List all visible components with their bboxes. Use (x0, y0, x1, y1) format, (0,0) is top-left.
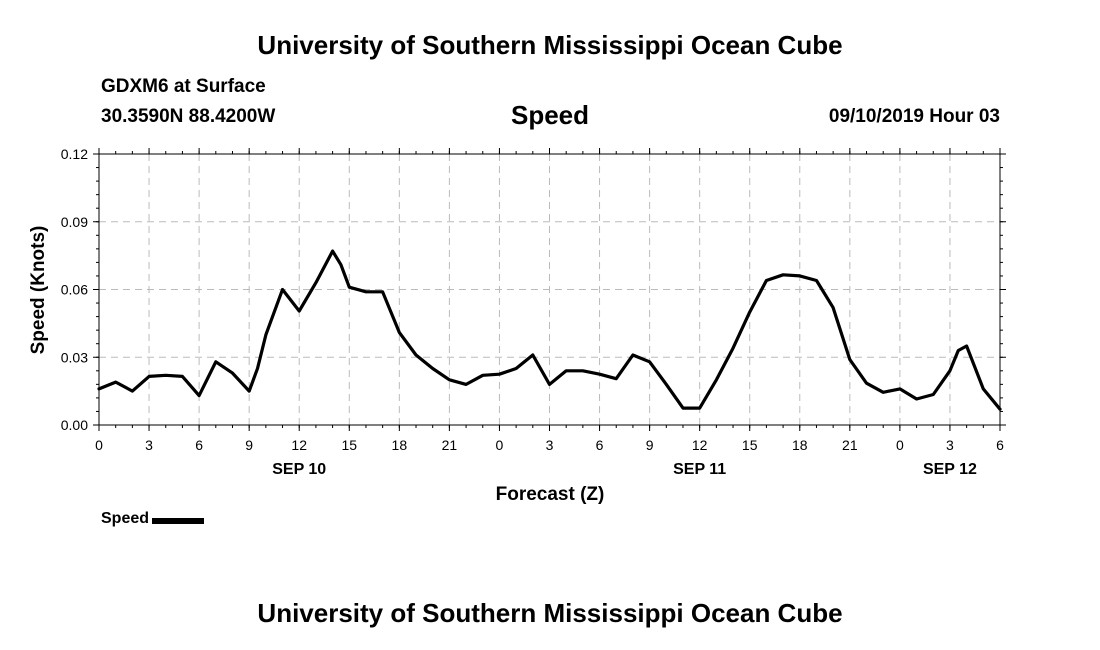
date-label: SEP 11 (673, 461, 726, 478)
x-tick-label: 15 (341, 437, 357, 453)
x-tick-label: 6 (596, 437, 604, 453)
forecast-datetime: 09/10/2019 Hour 03 (828, 106, 1000, 127)
y-axis-label: Speed (Knots) (28, 226, 49, 355)
x-tick-label: 3 (546, 437, 554, 453)
x-axis-label: Forecast (Z) (496, 484, 605, 505)
legend-label: Speed (101, 510, 150, 527)
legend: Speed (101, 510, 205, 528)
x-tick-label: 3 (946, 437, 954, 453)
x-tick-label: 0 (95, 437, 103, 453)
footer-title: University of Southern Mississippi Ocean… (257, 598, 843, 628)
x-tick-label: 12 (692, 437, 708, 453)
x-tick-label: 15 (742, 437, 758, 453)
station-name: GDXM6 at Surface (101, 76, 266, 97)
x-tick-label: 9 (245, 437, 253, 453)
series-line-speed (97, 249, 1002, 411)
y-tick-label: 0.06 (61, 282, 88, 298)
plot-frame (98, 153, 1001, 426)
grid-lines (99, 154, 1000, 425)
date-label: SEP 10 (272, 461, 326, 478)
x-tick-label: 3 (145, 437, 153, 453)
x-tick-label: 18 (792, 437, 808, 453)
x-tick-label: 0 (496, 437, 504, 453)
header-title: University of Southern Mississippi Ocean… (257, 30, 843, 60)
x-tick-label: 9 (646, 437, 654, 453)
y-tick-label: 0.00 (61, 417, 88, 433)
chart-title: Speed (510, 100, 590, 130)
x-tick-label: 21 (842, 437, 858, 453)
x-tick-label: 18 (392, 437, 408, 453)
legend-line-swatch (152, 518, 205, 524)
x-tick-label: 6 (195, 437, 203, 453)
x-tick-label: 6 (996, 437, 1004, 453)
station-coordinates: 30.3590N 88.4200W (101, 106, 276, 127)
y-tick-label: 0.12 (61, 146, 88, 162)
date-label: SEP 12 (923, 461, 977, 478)
x-tick-label: 21 (442, 437, 458, 453)
series-layer (97, 249, 1002, 411)
y-tick-label: 0.09 (61, 214, 88, 230)
x-tick-label: 0 (896, 437, 904, 453)
chart-axes: 0.00 0.03 0.06 0.09 0.12 0 3 6 9 12 15 18 21 0 3 6 9 12 15… (61, 146, 1006, 478)
y-tick-label: 0.03 (61, 349, 88, 365)
x-tick-label: 12 (291, 437, 307, 453)
